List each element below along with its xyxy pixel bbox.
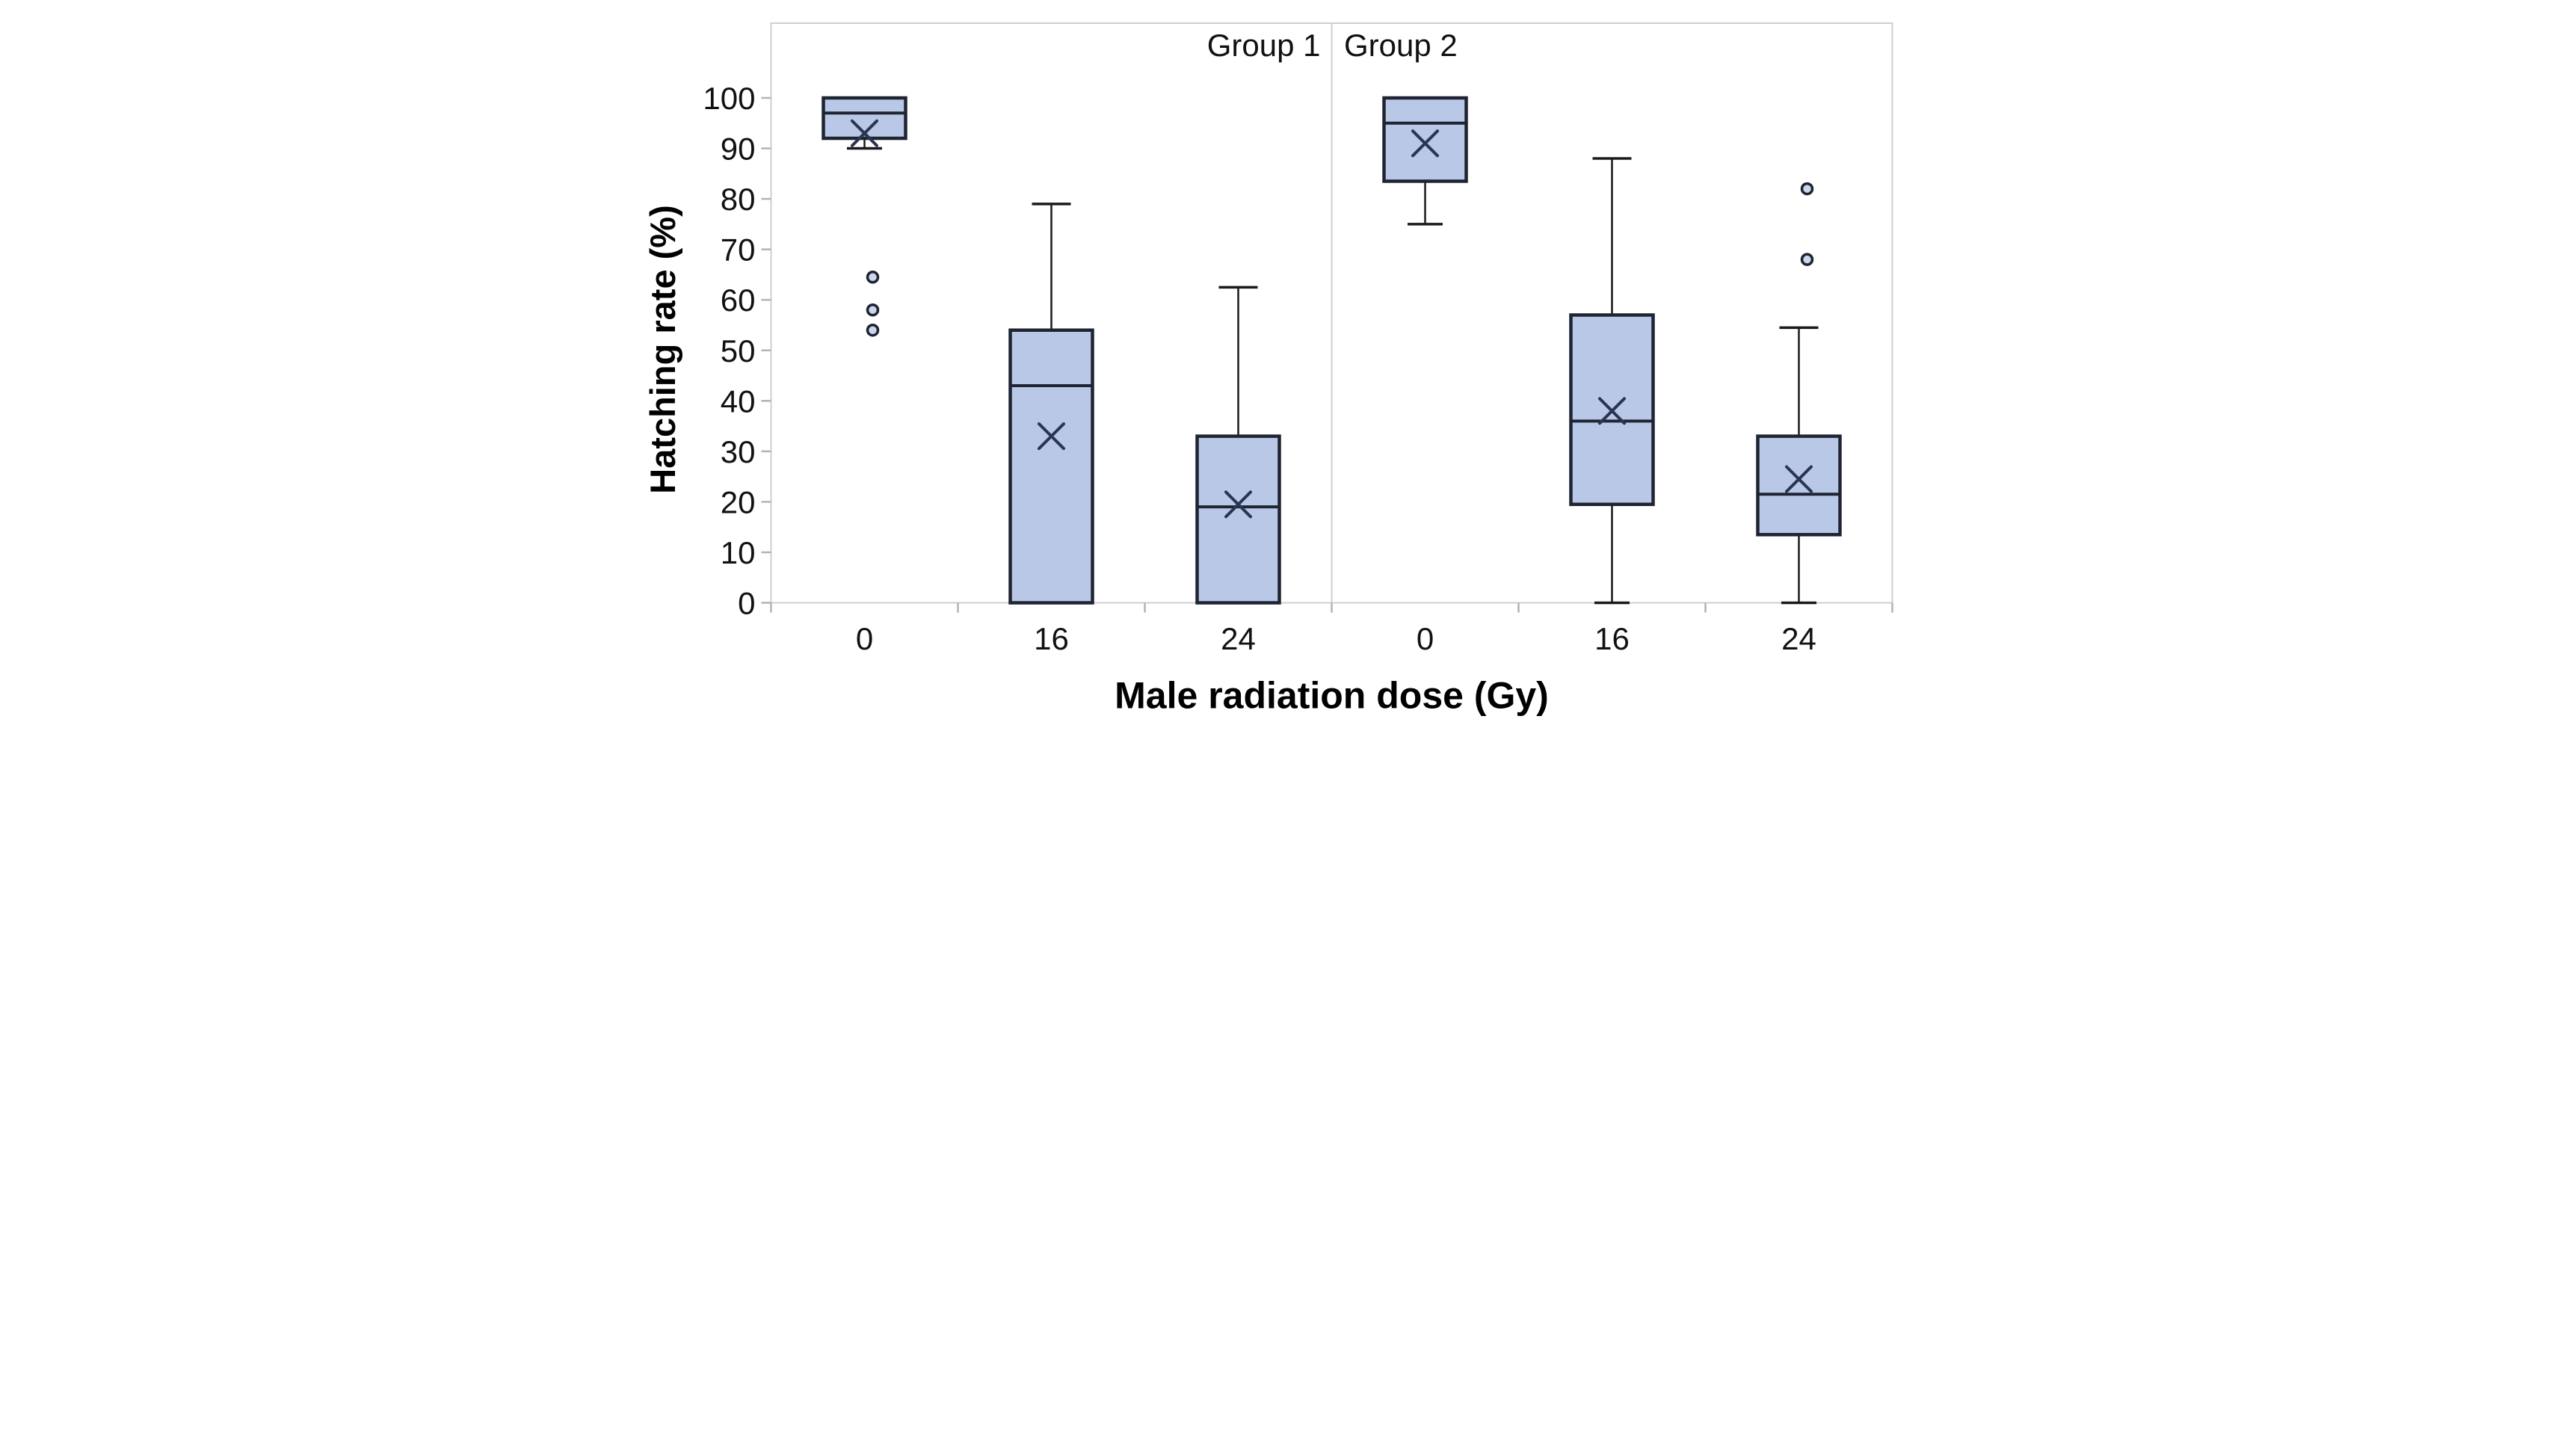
y-tick-label: 60 — [720, 283, 755, 318]
box-group2-dose0: 0 — [1381, 96, 1468, 656]
y-tick-label: 20 — [720, 484, 755, 519]
outlier-point — [866, 323, 879, 337]
x-category-label: 0 — [855, 621, 872, 656]
y-axis-title: Hatching rate (%) — [643, 205, 682, 494]
y-tick-label: 90 — [720, 132, 755, 167]
iqr-box — [1008, 328, 1094, 605]
outlier-point — [1800, 182, 1813, 196]
outlier-point — [866, 303, 879, 317]
x-category-label: 24 — [1221, 621, 1256, 656]
mean-x-marker — [850, 119, 878, 147]
mean-x-marker — [1037, 422, 1065, 451]
y-tick-label: 40 — [720, 383, 755, 419]
box-group2-dose24: 24 — [1755, 182, 1842, 656]
panel-label-group2: Group 2 — [1344, 28, 1458, 63]
iqr-box — [1195, 434, 1281, 605]
box-group1-dose16: 16 — [1008, 203, 1094, 656]
y-tick-label: 0 — [738, 586, 755, 621]
boxplot-figure: Group 1 Group 2 Male radiation dose (Gy)… — [638, 0, 1912, 728]
x-category-label: 24 — [1781, 621, 1816, 656]
boxplot-svg: Group 1 Group 2 Male radiation dose (Gy)… — [643, 22, 1893, 717]
panel-label-group1: Group 1 — [1206, 28, 1320, 63]
outlier-point — [1800, 253, 1813, 266]
y-tick-label: 80 — [720, 182, 755, 217]
box-group1-dose0: 0 — [821, 96, 907, 656]
mean-x-marker — [1784, 465, 1813, 493]
mean-x-marker — [1411, 129, 1439, 158]
box-group1-dose24: 24 — [1195, 286, 1281, 656]
plot-content: 0 10 20 30 40 50 60 70 80 90 100 0 16 24 0 16 24 — [703, 81, 1893, 656]
x-category-label: 0 — [1416, 621, 1433, 656]
x-axis-title: Male radiation dose (Gy) — [1115, 675, 1549, 717]
y-tick-label: 30 — [720, 434, 755, 469]
outlier-point — [866, 271, 879, 284]
mean-x-marker — [1597, 397, 1626, 425]
mean-x-marker — [1224, 490, 1252, 519]
x-category-label: 16 — [1594, 621, 1630, 656]
y-tick-label: 70 — [720, 232, 755, 268]
box-group2-dose16: 16 — [1568, 157, 1655, 656]
x-category-label: 16 — [1034, 621, 1069, 656]
y-tick-label: 50 — [720, 333, 755, 368]
iqr-box — [1755, 434, 1842, 537]
y-tick-label: 100 — [703, 81, 755, 116]
y-tick-label: 10 — [720, 535, 755, 570]
iqr-box — [1381, 96, 1468, 183]
